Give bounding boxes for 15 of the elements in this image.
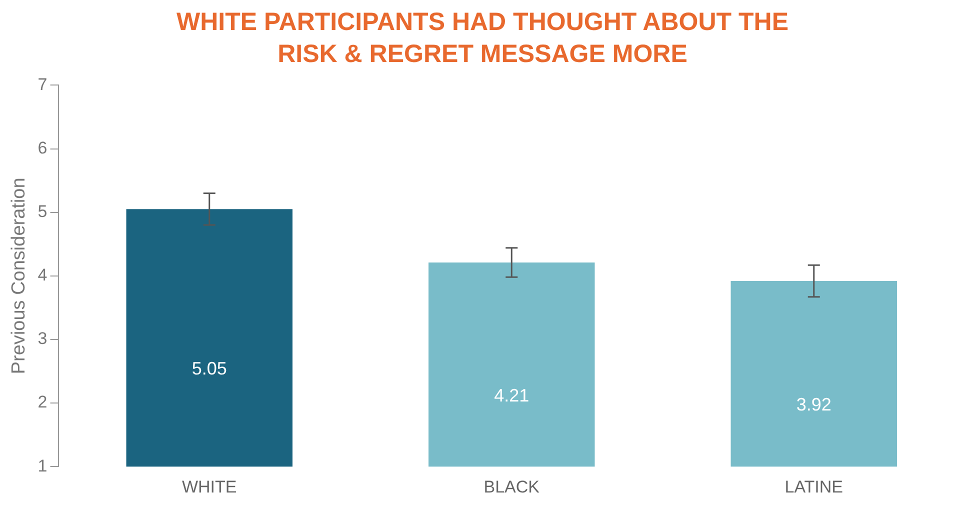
y-axis-title: Previous Consideration — [8, 178, 30, 374]
y-tick-label: 5 — [38, 202, 48, 222]
chart-title: WHITE PARTICIPANTS HAD THOUGHT ABOUT THE RISK & REGRET MESSAGE MORE — [176, 7, 790, 70]
data-label: 5.05 — [192, 358, 227, 379]
y-tick-label: 6 — [38, 138, 48, 158]
data-label: 3.92 — [796, 394, 832, 415]
x-tick-label: BLACK — [484, 477, 540, 496]
y-tick-label: 1 — [38, 456, 48, 476]
data-label: 4.21 — [494, 385, 530, 406]
y-tick-label: 4 — [38, 266, 48, 285]
x-tick-label: WHITE — [182, 477, 237, 496]
y-tick-label: 3 — [38, 329, 48, 348]
x-tick-label: LATINE — [784, 477, 844, 496]
y-tick-label: 2 — [38, 392, 48, 412]
y-tick-label: 7 — [38, 74, 48, 94]
